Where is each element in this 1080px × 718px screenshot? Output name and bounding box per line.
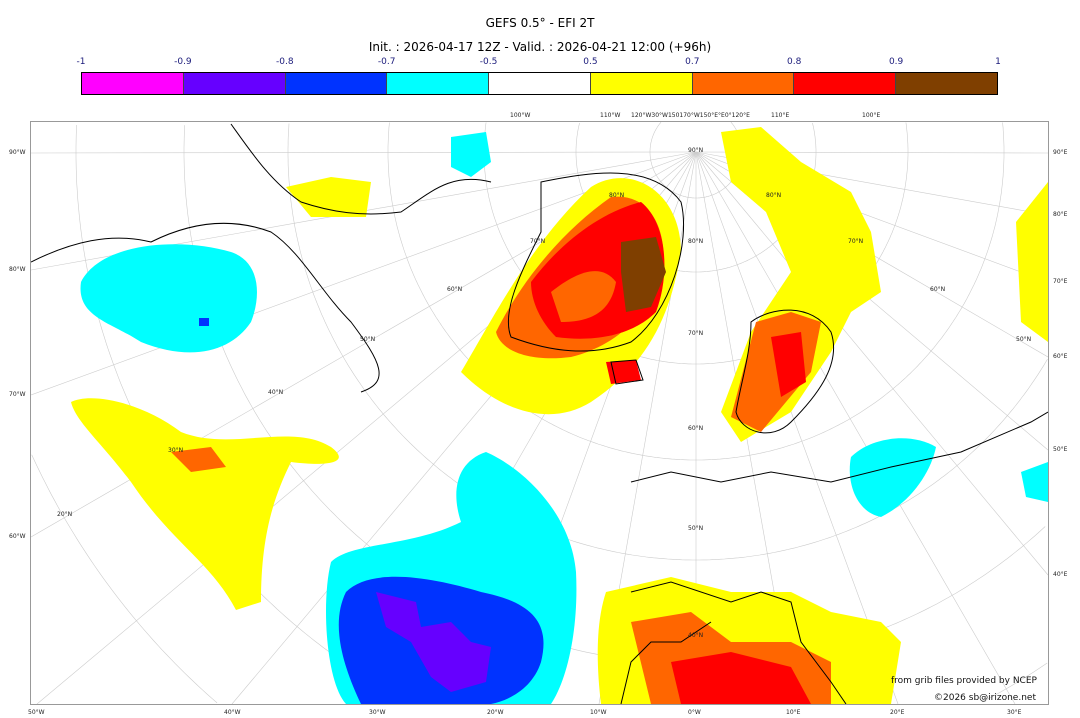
efi-fields <box>71 127 1048 704</box>
axis-label: 50°N <box>360 336 376 343</box>
axis-label: 80°N <box>609 192 625 199</box>
efi-area-yellow-atlantic-west <box>71 398 339 610</box>
efi-area-blue-labrador <box>199 318 209 326</box>
axis-label: 20°W <box>487 709 504 716</box>
latitude-ring <box>982 662 1048 703</box>
axis-label: 0°W <box>688 709 701 716</box>
efi-area-cyan-europe <box>849 438 936 517</box>
axis-label: 60°W <box>9 533 26 540</box>
latitude-ring <box>483 122 909 365</box>
map-panel <box>30 121 1049 705</box>
axis-label: 40°E <box>1053 571 1068 578</box>
colorbar-tick-label: 0.5 <box>583 57 598 67</box>
axis-label: 80°W <box>9 266 26 273</box>
colorbar <box>81 72 998 95</box>
latitude-ring <box>1002 122 1005 152</box>
axis-label: 30°E <box>1007 709 1022 716</box>
axis-label: 70°N <box>848 238 864 245</box>
map-svg <box>31 122 1048 704</box>
axis-label: 10°E <box>786 709 801 716</box>
axis-label: 50°E <box>1053 446 1068 453</box>
colorbar-swatch <box>896 73 998 94</box>
colorbar-tick-label: -1 <box>76 57 86 67</box>
colorbar-swatch <box>387 73 490 94</box>
axis-label: 10°W <box>590 709 607 716</box>
axis-label: 50°N <box>688 525 704 532</box>
latitude-ring <box>387 122 1005 461</box>
colorbar-swatch <box>285 73 388 94</box>
latitude-ring <box>905 122 909 152</box>
axis-label: 20°N <box>57 511 73 518</box>
latitude-ring <box>287 123 1048 561</box>
colorbar-swatch <box>82 73 184 94</box>
efi-area-violet-atlantic <box>376 592 491 692</box>
colorbar-tick-label: 1 <box>995 57 1001 67</box>
axis-label: 90°N <box>688 147 704 154</box>
colorbar-tick-label: 0.9 <box>888 57 904 67</box>
axis-label: 30°N <box>168 447 184 454</box>
axis-label: 60°E <box>1053 353 1068 360</box>
axis-label: 20°E <box>890 709 905 716</box>
colorbar-tick-label: 0.8 <box>787 57 802 67</box>
axis-label: 70°N <box>688 330 704 337</box>
axis-label: 30°W <box>369 709 386 716</box>
colorbar-swatch <box>692 73 795 94</box>
axis-label: 90°W <box>9 149 26 156</box>
source-credit: from grib files provided by NCEP <box>891 676 1037 686</box>
axis-label: 120°W30°W150170°W150°E°E0°120°E <box>631 112 750 119</box>
axis-label: 100°W <box>510 112 531 119</box>
axis-label: 40°N <box>268 389 284 396</box>
colorbar-tick-label: -0.5 <box>479 57 498 67</box>
axis-label: 110°W <box>600 112 621 119</box>
copyright: ©2026 sb@irizone.net <box>934 693 1036 703</box>
axis-label: 40°N <box>688 632 704 639</box>
colorbar-tick-label: -0.7 <box>377 57 396 67</box>
efi-area-yellow-russia <box>1016 182 1048 342</box>
axis-label: 70°E <box>1053 278 1068 285</box>
efi-area-red-scand <box>771 332 806 397</box>
colorbar-swatch <box>183 73 286 94</box>
chart-title: GEFS 0.5° - EFI 2T <box>485 16 595 30</box>
efi-area-yellow-canada <box>286 177 371 217</box>
colorbar-tick-label: -0.8 <box>275 57 294 67</box>
efi-area-cyan-labrador <box>80 244 257 353</box>
efi-area-red-med <box>671 652 811 704</box>
colorbar-tick-label: 0.7 <box>685 57 700 67</box>
colorbar-swatch <box>794 73 897 94</box>
colorbar-swatch <box>590 73 693 94</box>
axis-label: 70°N <box>530 238 546 245</box>
axis-label: 90°E <box>1053 149 1068 156</box>
coastlines <box>31 123 1048 704</box>
latitude-ring <box>31 454 218 704</box>
axis-label: 70°W <box>9 391 26 398</box>
axis-label: 60°N <box>930 286 946 293</box>
colorbar-swatch <box>489 73 591 94</box>
axis-label: 50°W <box>28 709 45 716</box>
efi-area-orange-atlantic <box>171 447 226 472</box>
efi-area-brown-greenland <box>621 237 666 312</box>
axis-label: 100°E <box>862 112 881 119</box>
axis-label: 60°N <box>447 286 463 293</box>
axis-label: 80°E <box>1053 211 1068 218</box>
efi-area-orange-inner <box>551 271 616 322</box>
axis-label: 80°N <box>766 192 782 199</box>
latitude-ring <box>812 122 817 152</box>
colorbar-tick-label: -0.9 <box>174 57 192 67</box>
efi-area-cyan-greenland <box>451 132 491 177</box>
axis-label: 80°N <box>688 238 704 245</box>
axis-label: 40°W <box>224 709 241 716</box>
axis-label: 50°N <box>1016 336 1032 343</box>
efi-area-cyan-east <box>1021 462 1048 502</box>
chart-subtitle: Init. : 2026-04-17 12Z - Valid. : 2026-0… <box>368 40 712 54</box>
axis-label: 60°N <box>688 425 704 432</box>
axis-label: 110°E <box>771 112 790 119</box>
